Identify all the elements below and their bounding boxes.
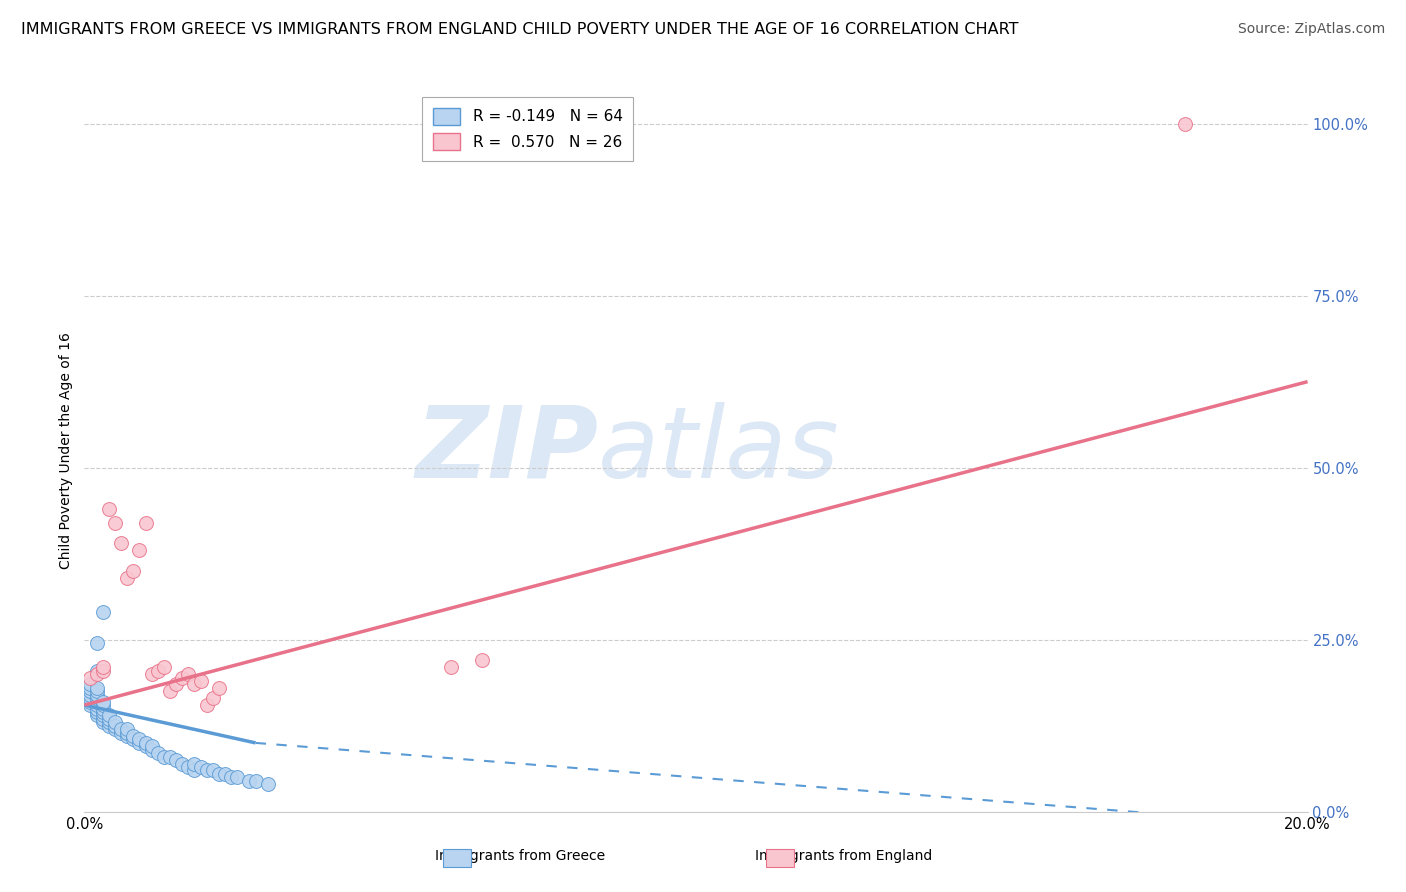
Point	[128, 543, 150, 558]
Point	[238, 773, 260, 788]
Point	[79, 698, 101, 712]
Point	[471, 653, 494, 667]
Point	[104, 719, 127, 733]
Point	[177, 667, 200, 681]
Point	[86, 681, 108, 695]
Point	[190, 760, 212, 774]
Point	[86, 688, 108, 702]
Point	[201, 764, 224, 778]
Point	[141, 667, 163, 681]
Point	[86, 636, 108, 650]
Point	[208, 767, 231, 781]
Point	[86, 695, 108, 709]
Point	[190, 673, 212, 688]
Point	[110, 536, 132, 550]
Point	[153, 660, 176, 674]
Text: Immigrants from Greece: Immigrants from Greece	[436, 849, 605, 863]
Point	[122, 729, 145, 743]
Point	[79, 684, 101, 698]
Text: ZIP: ZIP	[415, 402, 598, 499]
Point	[110, 725, 132, 739]
Point	[214, 767, 236, 781]
Point	[183, 764, 205, 778]
Y-axis label: Child Poverty Under the Age of 16: Child Poverty Under the Age of 16	[59, 332, 73, 569]
Point	[195, 764, 218, 778]
Point	[86, 667, 108, 681]
Point	[104, 722, 127, 736]
Point	[104, 715, 127, 730]
Point	[153, 749, 176, 764]
Point	[86, 705, 108, 719]
Point	[97, 712, 120, 726]
Point	[195, 698, 218, 712]
Point	[86, 708, 108, 723]
Point	[91, 715, 114, 730]
Point	[146, 746, 169, 760]
Point	[86, 701, 108, 715]
Legend: R = -0.149   N = 64, R =  0.570   N = 26: R = -0.149 N = 64, R = 0.570 N = 26	[422, 97, 633, 161]
Point	[79, 691, 101, 706]
Point	[91, 664, 114, 678]
Point	[91, 695, 114, 709]
Point	[79, 695, 101, 709]
Point	[97, 708, 120, 723]
Point	[115, 729, 138, 743]
Point	[177, 760, 200, 774]
Point	[226, 770, 249, 784]
Point	[159, 684, 181, 698]
Point	[115, 571, 138, 585]
Point	[128, 736, 150, 750]
Point	[104, 516, 127, 530]
Point	[135, 516, 157, 530]
Point	[183, 677, 205, 691]
Point	[79, 688, 101, 702]
Point	[172, 671, 194, 685]
Point	[86, 698, 108, 712]
Point	[91, 708, 114, 723]
Point	[245, 773, 267, 788]
Point	[97, 719, 120, 733]
Point	[97, 715, 120, 730]
Point	[208, 681, 231, 695]
Point	[79, 671, 101, 685]
Point	[122, 564, 145, 578]
Point	[110, 722, 132, 736]
Point	[115, 722, 138, 736]
Text: Source: ZipAtlas.com: Source: ZipAtlas.com	[1237, 22, 1385, 37]
Point	[86, 664, 108, 678]
Point	[86, 691, 108, 706]
Point	[165, 753, 187, 767]
Point	[91, 712, 114, 726]
Point	[91, 705, 114, 719]
Point	[159, 749, 181, 764]
Point	[141, 743, 163, 757]
Point	[91, 698, 114, 712]
Point	[79, 677, 101, 691]
Text: atlas: atlas	[598, 402, 839, 499]
Point	[1174, 117, 1197, 131]
Point	[91, 605, 114, 619]
Point	[165, 677, 187, 691]
Point	[86, 684, 108, 698]
Point	[440, 660, 463, 674]
Point	[115, 725, 138, 739]
Text: Immigrants from England: Immigrants from England	[755, 849, 932, 863]
Point	[91, 660, 114, 674]
Point	[91, 701, 114, 715]
Point	[135, 736, 157, 750]
Point	[122, 732, 145, 747]
Point	[97, 502, 120, 516]
Point	[141, 739, 163, 754]
Point	[172, 756, 194, 771]
Point	[219, 770, 242, 784]
Point	[201, 691, 224, 706]
Point	[146, 664, 169, 678]
Point	[135, 739, 157, 754]
Point	[183, 756, 205, 771]
Point	[79, 681, 101, 695]
Text: IMMIGRANTS FROM GREECE VS IMMIGRANTS FROM ENGLAND CHILD POVERTY UNDER THE AGE OF: IMMIGRANTS FROM GREECE VS IMMIGRANTS FRO…	[21, 22, 1018, 37]
Point	[128, 732, 150, 747]
Point	[257, 777, 280, 791]
